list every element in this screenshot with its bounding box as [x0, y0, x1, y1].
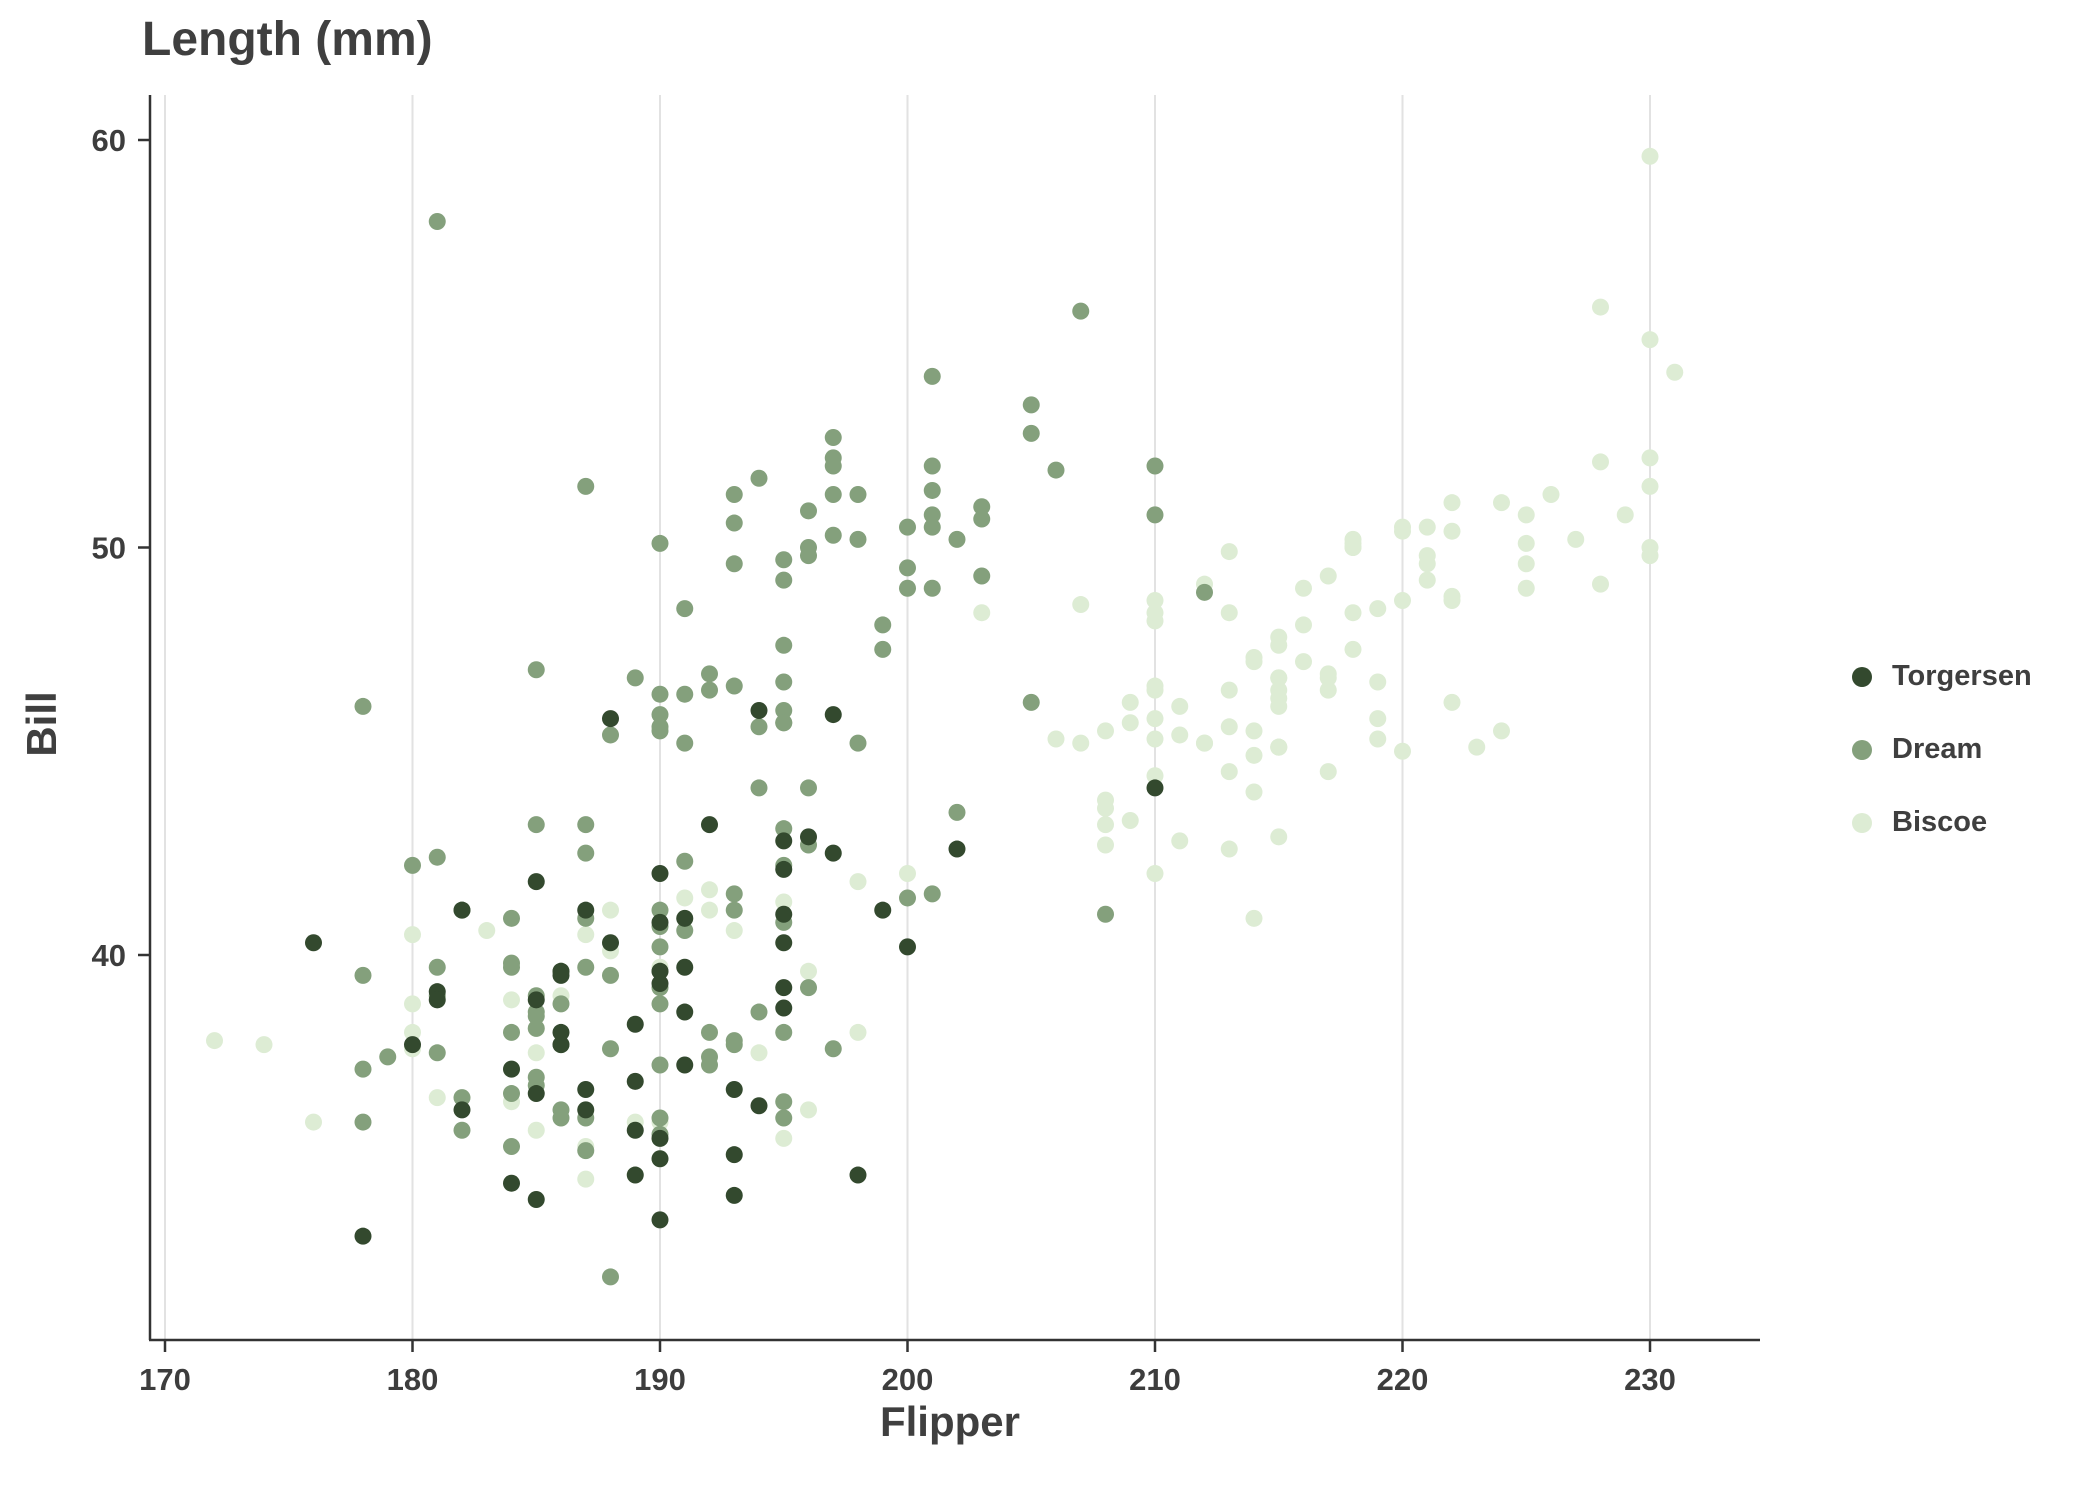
chart-title: Length (mm)	[142, 13, 433, 66]
y-axis-label: Bill	[18, 691, 65, 757]
svg-text:180: 180	[387, 1362, 439, 1397]
x-axis-label: Flipper	[879, 1398, 1020, 1445]
svg-text:210: 210	[1129, 1362, 1181, 1397]
legend-label-dream: Dream	[1892, 733, 1983, 765]
svg-text:50: 50	[92, 531, 126, 566]
legend-label-biscoe: Biscoe	[1892, 806, 1988, 838]
legend-item-biscoe: Biscoe	[1852, 806, 2032, 839]
svg-text:190: 190	[634, 1362, 686, 1397]
legend-swatch-biscoe	[1852, 812, 1872, 833]
legend-label-torgersen: Torgersen	[1892, 660, 2032, 692]
svg-text:230: 230	[1624, 1362, 1676, 1397]
legend-swatch-torgersen	[1852, 666, 1872, 687]
svg-text:60: 60	[92, 123, 126, 158]
svg-text:40: 40	[92, 938, 126, 973]
svg-text:200: 200	[882, 1362, 934, 1397]
legend-item-dream: Dream	[1852, 733, 2032, 766]
legend-swatch-dream	[1852, 739, 1872, 760]
svg-text:170: 170	[139, 1362, 191, 1397]
legend-item-torgersen: Torgersen	[1852, 660, 2032, 693]
svg-text:220: 220	[1377, 1362, 1429, 1397]
legend: Torgersen Dream Biscoe	[1852, 660, 2032, 839]
